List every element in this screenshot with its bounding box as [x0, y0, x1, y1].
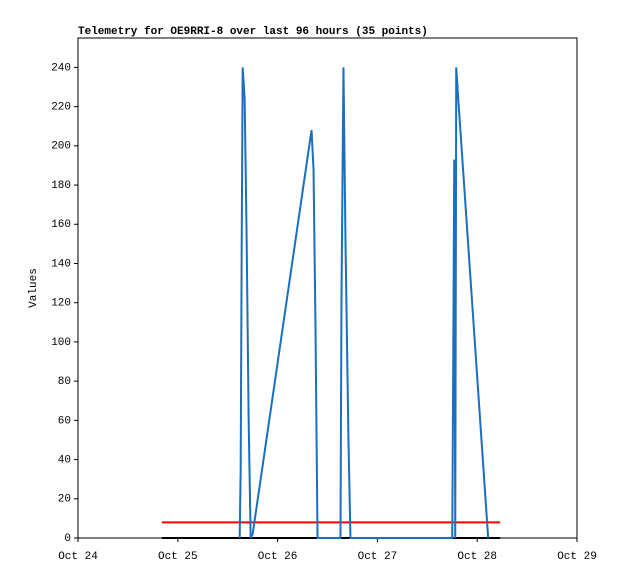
x-tick-label: Oct 24: [58, 551, 98, 563]
y-tick-label: 160: [51, 219, 71, 231]
y-tick-label: 240: [51, 62, 71, 74]
y-tick-label: 140: [51, 258, 71, 270]
series-line: [238, 67, 490, 539]
y-tick-label: 180: [51, 180, 71, 192]
x-tick-label: Oct 25: [158, 551, 198, 563]
y-tick-label: 60: [58, 415, 71, 427]
y-tick-label: 40: [58, 454, 71, 466]
y-axis-label: Values: [28, 268, 40, 308]
x-tick-label: Oct 29: [557, 551, 597, 563]
y-tick-label: 100: [51, 337, 71, 349]
y-tick-label: 200: [51, 141, 71, 153]
y-tick-label: 120: [51, 298, 71, 310]
y-tick-label: 0: [64, 533, 71, 545]
y-tick-label: 80: [58, 376, 71, 388]
y-tick-label: 20: [58, 494, 71, 506]
x-tick-label: Oct 27: [358, 551, 398, 563]
x-tick-label: Oct 26: [258, 551, 298, 563]
plot-frame: [77, 37, 578, 539]
y-tick-label: 220: [51, 102, 71, 114]
chart-title: Telemetry for OE9RRI-8 over last 96 hour…: [78, 26, 428, 38]
x-tick-label: Oct 28: [457, 551, 497, 563]
